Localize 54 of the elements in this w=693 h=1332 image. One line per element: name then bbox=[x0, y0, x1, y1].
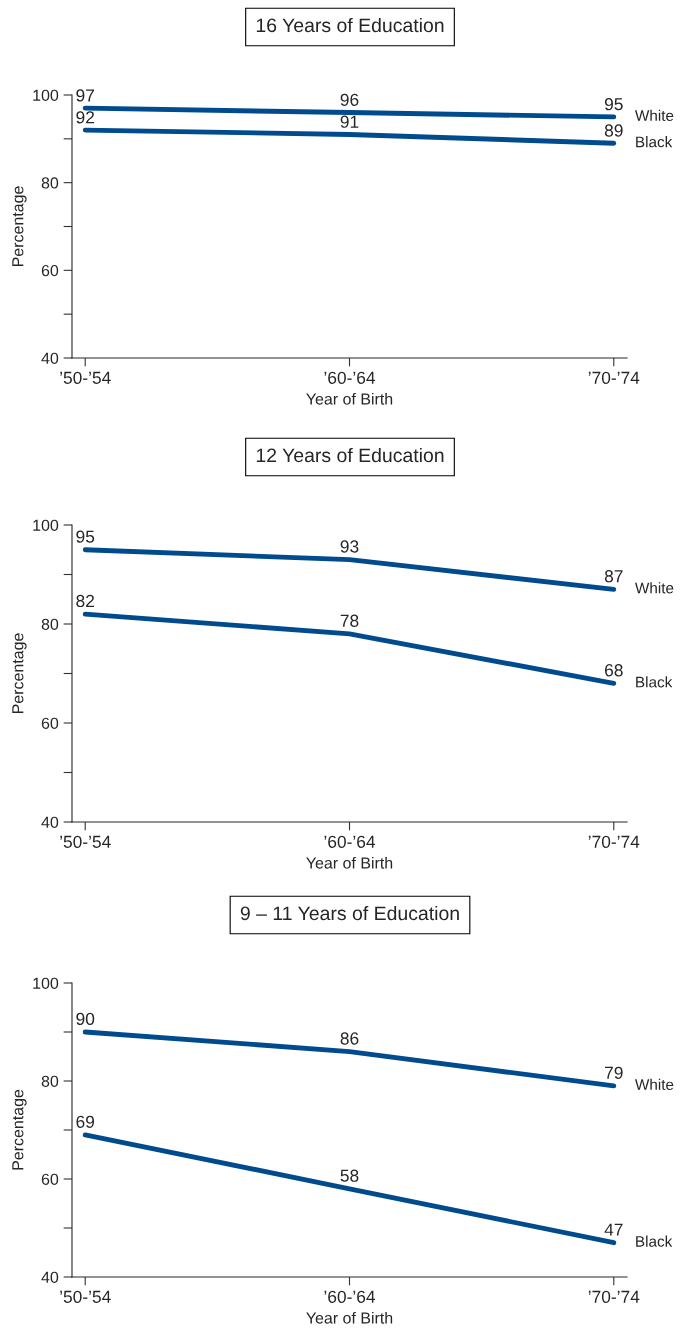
y-tick-label: 100 bbox=[33, 89, 59, 101]
y-axis-title: Percentage bbox=[12, 186, 27, 267]
y-tick-label: 80 bbox=[41, 1075, 59, 1087]
x-tick-label: ’60-’64 bbox=[324, 835, 376, 848]
data-label: 97 bbox=[76, 89, 94, 102]
chart-title: 12 Years of Education bbox=[256, 447, 444, 463]
series-label: White bbox=[635, 582, 674, 594]
chart-title: 16 Years of Education bbox=[256, 17, 444, 33]
series-label: White bbox=[635, 1078, 674, 1090]
data-label: 68 bbox=[605, 664, 623, 677]
data-label: 95 bbox=[76, 530, 95, 543]
data-label: 79 bbox=[605, 1066, 623, 1079]
data-label: 58 bbox=[340, 1169, 359, 1182]
x-axis-title: Year of Birth bbox=[306, 392, 393, 405]
series-label: Black bbox=[636, 136, 673, 148]
data-label: 87 bbox=[604, 570, 623, 583]
x-tick-label: ’70-’74 bbox=[588, 1290, 640, 1303]
series-label: White bbox=[635, 109, 674, 122]
x-tick-label: ’50-’54 bbox=[60, 835, 111, 848]
data-label: 78 bbox=[340, 614, 359, 627]
y-tick-label: 40 bbox=[41, 816, 59, 828]
x-tick-label: ’70-’74 bbox=[588, 835, 640, 848]
chart-title: 9 – 11 Years of Education bbox=[240, 905, 459, 921]
y-tick-label: 80 bbox=[41, 177, 59, 189]
data-label: 95 bbox=[604, 98, 623, 111]
data-label: 89 bbox=[604, 124, 623, 137]
data-label: 96 bbox=[340, 93, 359, 106]
x-tick-label: ’70-’74 bbox=[588, 371, 640, 384]
y-tick-label: 100 bbox=[33, 977, 59, 989]
y-tick-label: 60 bbox=[41, 264, 59, 277]
x-tick-label: ’50-’54 bbox=[60, 1290, 111, 1303]
data-label: 91 bbox=[340, 115, 359, 128]
x-axis-title: Year of Birth bbox=[306, 856, 393, 869]
y-tick-label: 60 bbox=[41, 1173, 59, 1185]
data-label: 82 bbox=[76, 594, 94, 608]
data-label: 92 bbox=[76, 111, 94, 124]
data-label: 93 bbox=[340, 540, 359, 553]
y-tick-label: 40 bbox=[41, 352, 59, 364]
y-tick-label: 60 bbox=[41, 717, 59, 729]
y-axis-title: Percentage bbox=[12, 1089, 27, 1170]
x-tick-label: ’60-’64 bbox=[324, 1290, 376, 1303]
series-label: Black bbox=[636, 1235, 673, 1247]
data-label: 69 bbox=[76, 1115, 95, 1128]
y-tick-label: 80 bbox=[41, 618, 59, 630]
x-tick-label: ’50-’54 bbox=[60, 371, 111, 384]
y-tick-label: 100 bbox=[33, 519, 59, 531]
data-label: 90 bbox=[76, 1012, 95, 1026]
x-tick-label: ’60-’64 bbox=[324, 371, 376, 384]
data-label: 47 bbox=[604, 1223, 623, 1236]
series-label: Black bbox=[636, 676, 673, 688]
x-axis-title: Year of Birth bbox=[306, 1311, 393, 1324]
y-axis-title: Percentage bbox=[12, 633, 27, 714]
y-tick-label: 40 bbox=[41, 1271, 59, 1283]
data-label: 86 bbox=[340, 1032, 359, 1045]
